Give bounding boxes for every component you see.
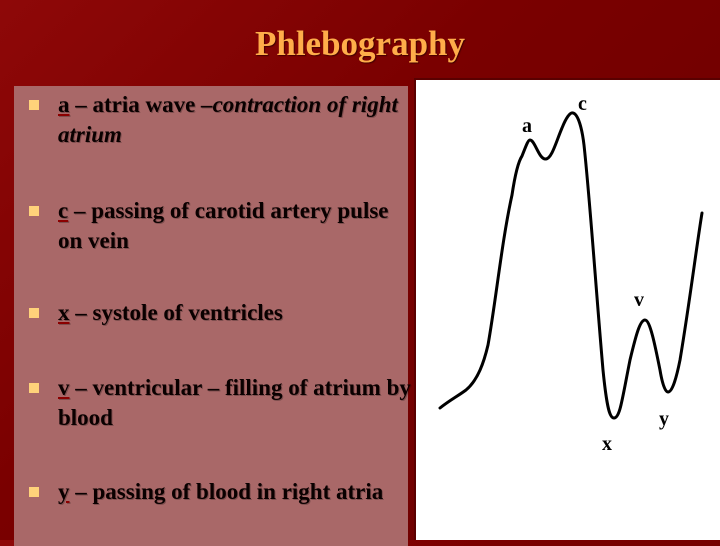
bullet-icon [29,308,39,318]
item-text: – passing of blood in right atria [69,479,384,504]
bullet-list: a – atria wave –contraction of right atr… [14,86,411,546]
label-y: y [659,408,669,430]
item-letter: y [58,479,70,504]
label-x: x [602,433,612,455]
bullet-icon [29,100,39,110]
label-c: c [578,93,587,115]
item-text: – ventricular – filling of atrium by blo… [58,375,411,430]
item-text: – atria wave [69,92,202,117]
slide-title: Phlebography [254,24,466,63]
item-letter: x [58,300,70,325]
item-letter: a [58,92,70,117]
item-letter: v [58,375,70,400]
label-a: a [522,115,532,137]
item-text: – passing of carotid artery pulse on vei… [58,198,389,253]
bullet-icon [29,206,39,216]
item-text: – systole of ventricles [69,300,283,325]
phlebogram-figure: a c v x y [414,78,720,540]
item-italic-text: –contraction of right atrium [58,92,398,147]
bullet-icon [29,487,39,497]
label-v: v [634,289,644,311]
venous-pulse-curve [438,111,704,420]
bullet-icon [29,383,39,393]
item-letter: c [58,198,69,223]
